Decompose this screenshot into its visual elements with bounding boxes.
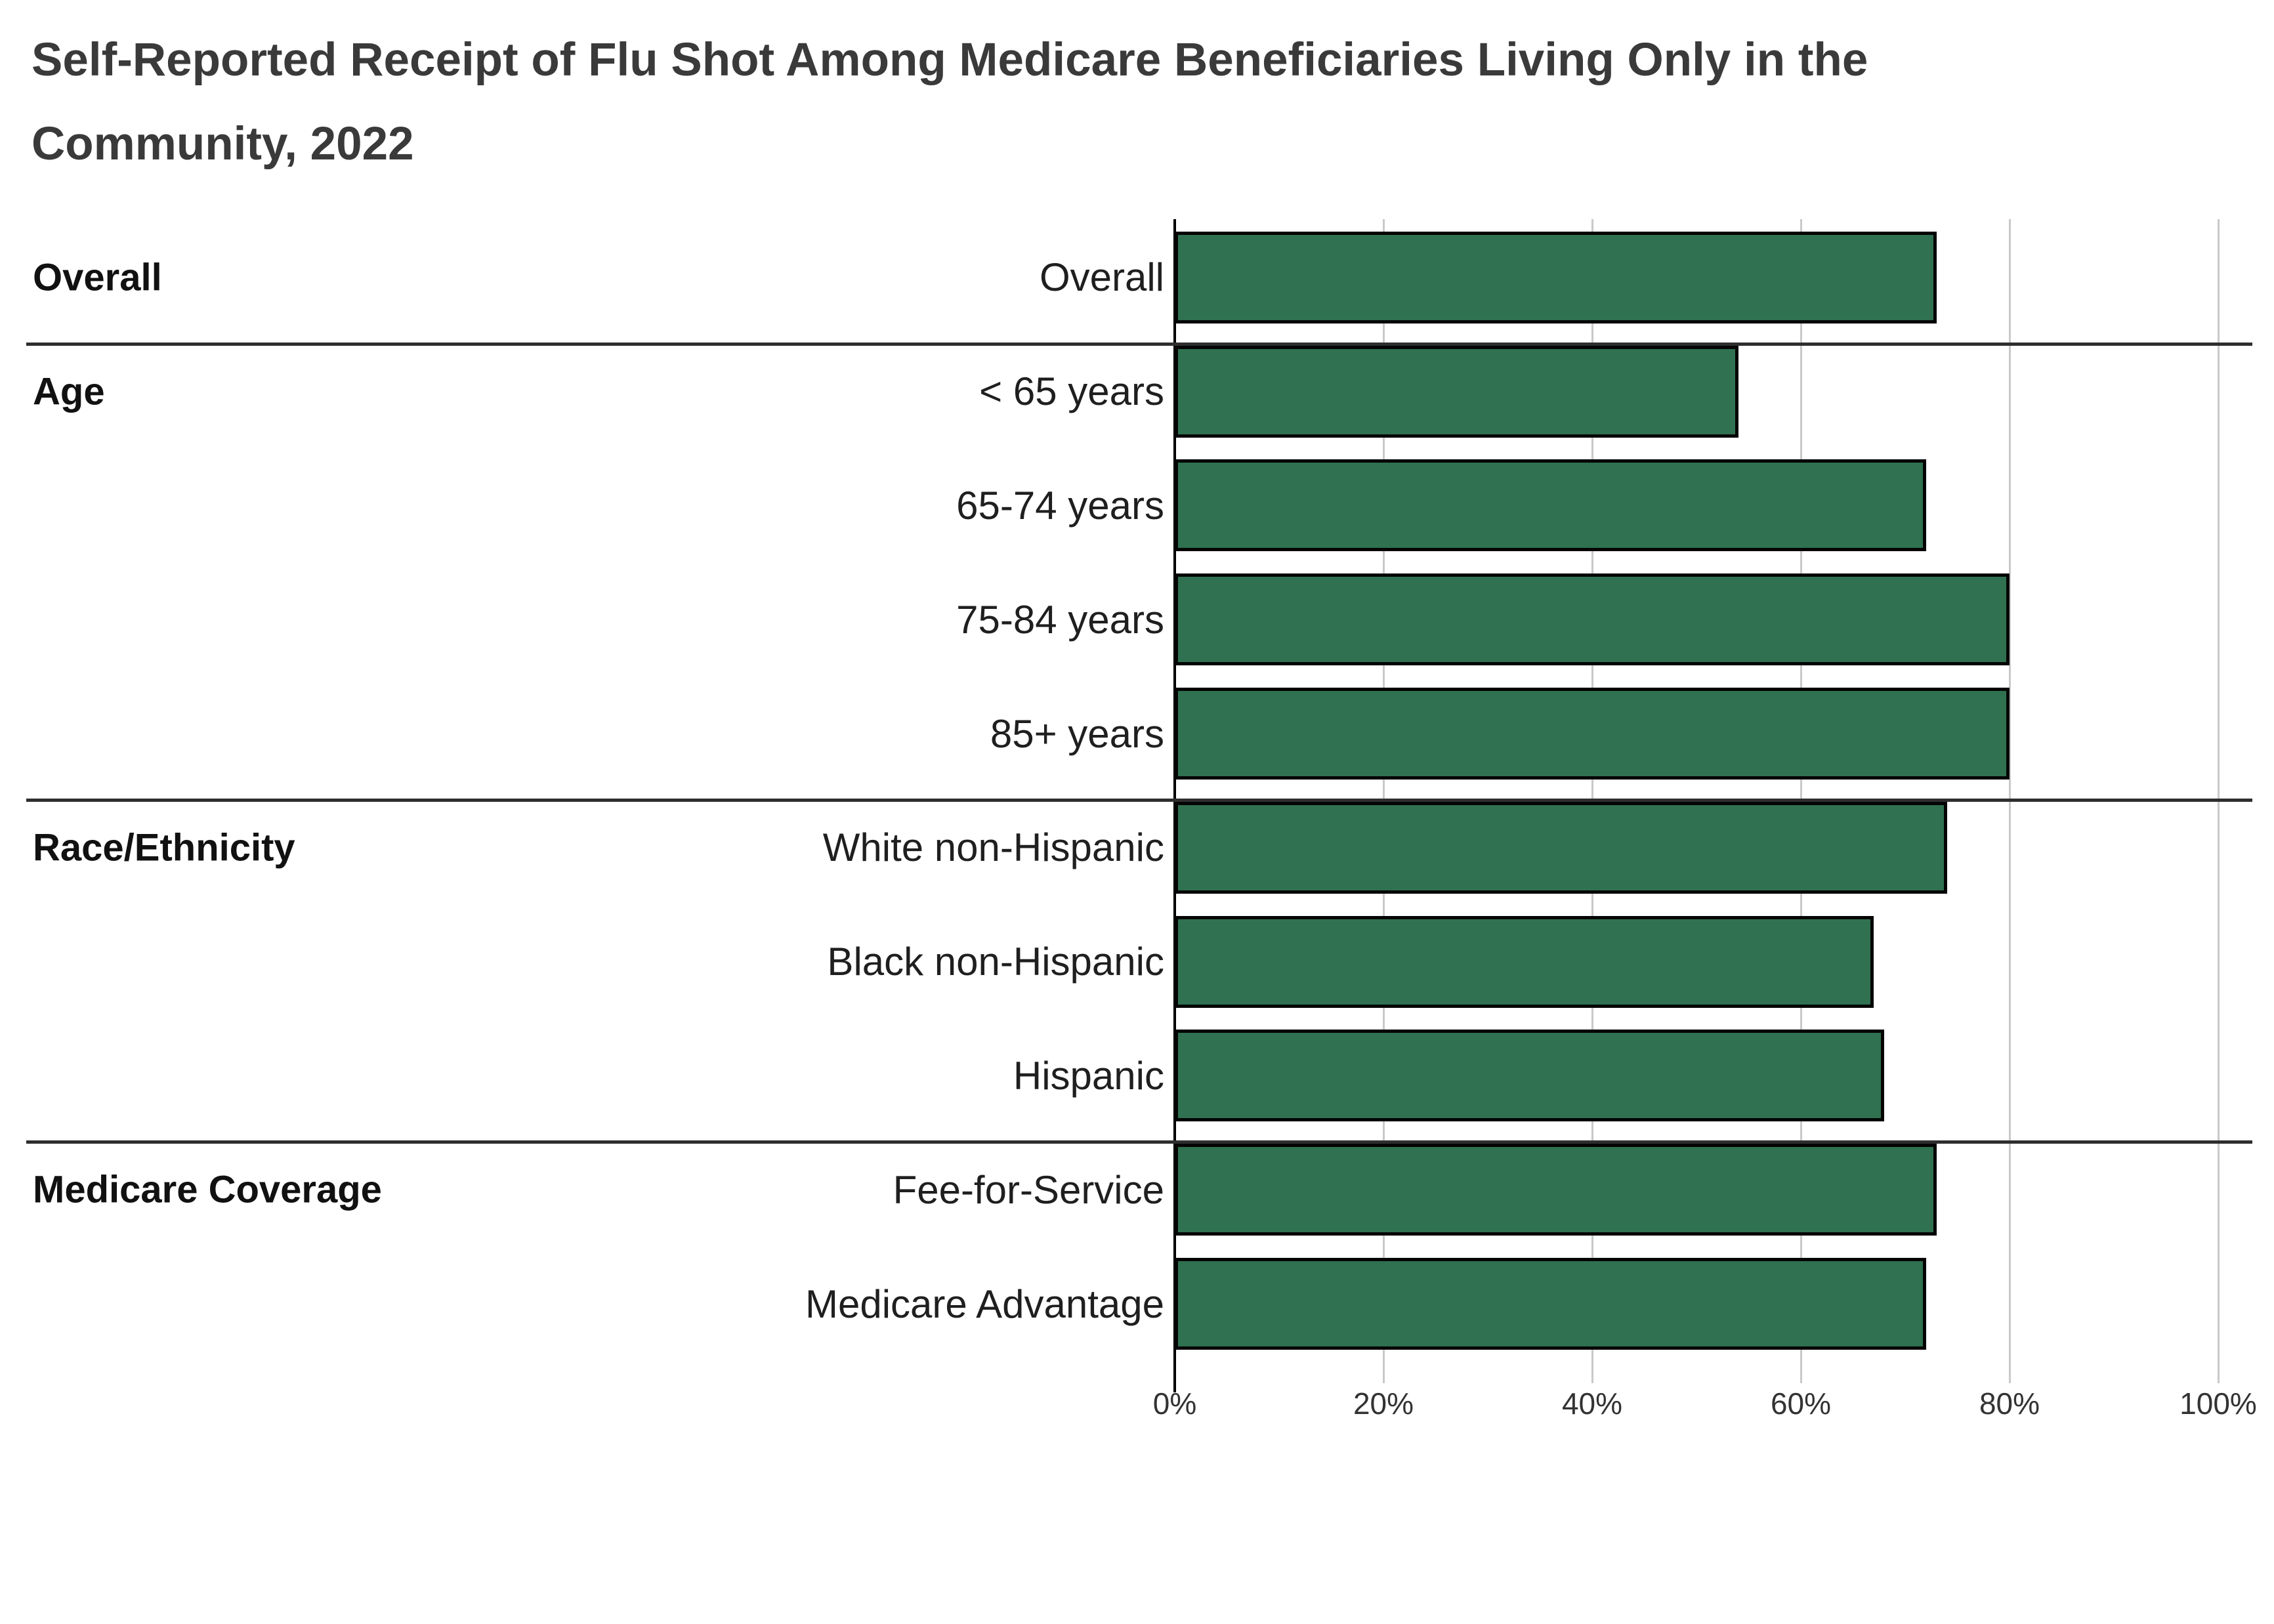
chart-row: 85+ years: [26, 677, 2251, 791]
bar-75-84-years: [1175, 573, 2010, 666]
category-label: Medicare Advantage: [805, 1281, 1164, 1326]
chart-row: Hispanic: [26, 1019, 2251, 1133]
bar-zone: [1175, 449, 2251, 563]
category-label: 75-84 years: [956, 597, 1164, 642]
section-separator: [26, 1140, 2252, 1144]
category-label: < 65 years: [979, 369, 1164, 414]
chart-title-line-2: Community, 2022: [32, 117, 414, 170]
bar-zone: [1175, 1019, 2251, 1133]
chart-row: Race/Ethnicity White non-Hispanic: [26, 791, 2251, 905]
chart-row: 75-84 years: [26, 562, 2251, 677]
category-label: Black non-Hispanic: [827, 940, 1164, 984]
category-label: Fee-for-Service: [893, 1167, 1164, 1212]
bar-rows: Overall Overall Age < 65 years 65-74 years 75…: [26, 220, 2251, 1361]
x-tick-label: 100%: [2179, 1386, 2257, 1421]
category-label: 65-74 years: [956, 483, 1164, 528]
bar-hispanic: [1175, 1030, 1884, 1122]
bar-85-years: [1175, 688, 2010, 780]
chart-row: Overall Overall: [26, 220, 2251, 335]
chart-row: Age < 65 years: [26, 335, 2251, 449]
x-tick-label: 80%: [1979, 1386, 2040, 1421]
group-label: Race/Ethnicity: [33, 826, 295, 869]
category-label: Hispanic: [1013, 1053, 1164, 1098]
x-tick-label: 0%: [1152, 1386, 1197, 1421]
row-label-zone: Medicare Coverage Fee-for-Service: [26, 1133, 1175, 1247]
row-label-zone: Overall Overall: [26, 220, 1175, 335]
category-label: White non-Hispanic: [822, 825, 1164, 870]
section-separator: [26, 343, 2252, 346]
bar-zone: [1175, 905, 2251, 1019]
bar-black-non-hispanic: [1175, 915, 1874, 1008]
bar-zone: [1175, 677, 2251, 791]
section-separator: [26, 799, 2252, 802]
row-label-zone: 75-84 years: [26, 562, 1175, 677]
chart-row: Medicare Coverage Fee-for-Service: [26, 1133, 2251, 1247]
chart-title: Self-Reported Receipt of Flu Shot Among …: [32, 18, 2230, 186]
bar-zone: [1175, 220, 2251, 335]
row-label-zone: Hispanic: [26, 1019, 1175, 1133]
row-label-zone: Medicare Advantage: [26, 1247, 1175, 1361]
bar-zone: [1175, 1133, 2251, 1247]
category-label: Overall: [1039, 255, 1164, 300]
row-label-zone: Race/Ethnicity White non-Hispanic: [26, 791, 1175, 905]
chart-row: Medicare Advantage: [26, 1247, 2251, 1361]
x-tick-label: 60%: [1770, 1386, 1832, 1421]
bar-medicare-advantage: [1175, 1258, 1926, 1350]
bar-zone: [1175, 335, 2251, 449]
bar-white-non-hispanic: [1175, 801, 1947, 894]
chart-row: 65-74 years: [26, 449, 2251, 563]
bar-fee-for-service: [1175, 1144, 1937, 1236]
bar-zone: [1175, 1247, 2251, 1361]
row-label-zone: Age < 65 years: [26, 335, 1175, 449]
row-label-zone: 85+ years: [26, 677, 1175, 791]
row-label-zone: Black non-Hispanic: [26, 905, 1175, 1019]
bar-65-74-years: [1175, 459, 1926, 552]
bar-zone: [1175, 562, 2251, 677]
group-label: Overall: [33, 256, 162, 299]
x-tick-label: 20%: [1353, 1386, 1414, 1421]
bar-zone: [1175, 791, 2251, 905]
group-label: Medicare Coverage: [33, 1168, 382, 1211]
chart-row: Black non-Hispanic: [26, 905, 2251, 1019]
group-label: Age: [33, 370, 105, 413]
x-tick-label: 40%: [1561, 1386, 1623, 1421]
category-label: 85+ years: [990, 711, 1164, 756]
bar--65-years: [1175, 345, 1738, 438]
row-label-zone: 65-74 years: [26, 449, 1175, 563]
chart-title-line-1: Self-Reported Receipt of Flu Shot Among …: [32, 34, 1868, 86]
bar-overall: [1175, 231, 1937, 323]
